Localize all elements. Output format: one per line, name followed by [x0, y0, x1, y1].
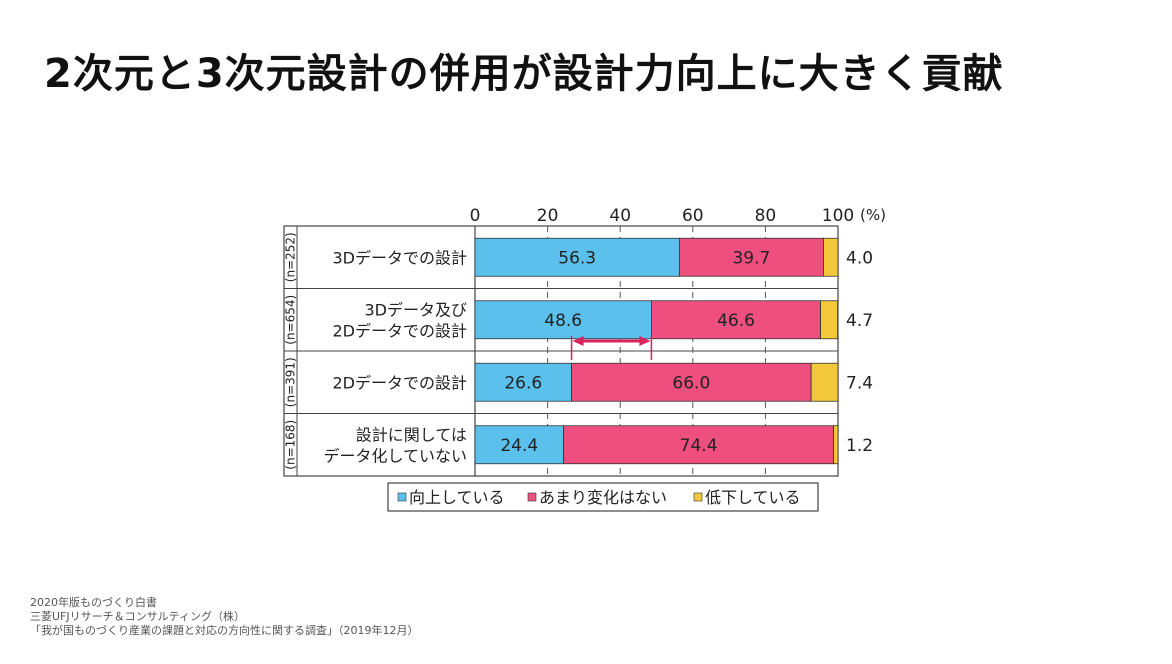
category-label: 2Dデータでの設計 — [332, 373, 467, 392]
data-label: 48.6 — [544, 311, 582, 331]
bar-segment — [820, 300, 839, 340]
x-tick-label: 0 — [470, 206, 481, 226]
bar-segment — [563, 425, 835, 465]
category-label: 2Dデータでの設計 — [332, 321, 467, 340]
legend-swatch — [397, 492, 407, 502]
x-tick-label: 60 — [682, 206, 704, 226]
data-label: 26.6 — [504, 373, 542, 393]
bar-segment — [810, 362, 839, 402]
bar-segment — [651, 300, 821, 340]
x-unit-label: (%) — [860, 206, 886, 224]
annotation-arrow-head-right — [639, 336, 651, 346]
legend-swatch — [693, 492, 703, 502]
source-line-2: 三菱UFJリサーチ＆コンサルティング（株） — [30, 610, 245, 623]
bar-segment — [571, 362, 812, 402]
bar-segment — [833, 425, 839, 465]
source-footer: 2020年版ものづくり白書 三菱UFJリサーチ＆コンサルティング（株） 「我が国… — [30, 596, 419, 638]
x-tick-label: 80 — [755, 206, 777, 226]
bar-segment — [474, 425, 564, 465]
legend-swatch — [527, 492, 537, 502]
category-label: 3Dデータでの設計 — [332, 248, 467, 267]
data-label: 4.0 — [846, 248, 873, 268]
annotation-arrow-head-left — [572, 336, 584, 346]
legend-box — [387, 482, 819, 512]
source-line-3: 「我が国ものづくり産業の課題と対応の方向性に関する調査」（2019年12月） — [30, 624, 419, 637]
n-label: (n=168) — [284, 420, 298, 470]
x-tick-label: 40 — [609, 206, 631, 226]
category-label: データ化していない — [323, 446, 467, 465]
data-label: 7.4 — [846, 373, 873, 393]
slide-title: 2次元と3次元設計の併用が設計力向上に大きく貢献 — [44, 51, 1004, 97]
data-label: 4.7 — [846, 311, 873, 331]
data-label: 24.4 — [500, 436, 538, 456]
x-tick-label: 20 — [537, 206, 559, 226]
data-label: 74.4 — [680, 436, 718, 456]
data-label: 56.3 — [558, 248, 596, 268]
data-label: 39.7 — [732, 248, 770, 268]
legend-label: 向上している — [409, 488, 505, 507]
n-label: (n=391) — [284, 357, 298, 407]
category-label: 3Dデータ及び — [364, 300, 467, 319]
bar-segment — [823, 237, 839, 277]
legend-label: 低下している — [705, 488, 801, 507]
data-label: 66.0 — [672, 373, 710, 393]
data-label: 46.6 — [717, 311, 755, 331]
category-label: 設計に関しては — [356, 425, 467, 444]
source-line-1: 2020年版ものづくり白書 — [30, 596, 157, 609]
x-tick-label: 100 — [822, 206, 854, 226]
bar-segment — [678, 237, 824, 277]
n-label: (n=252) — [284, 232, 298, 282]
bar-segment — [474, 237, 680, 277]
legend-label: あまり変化はない — [539, 488, 667, 507]
n-label: (n=654) — [284, 295, 298, 345]
bar-segment — [474, 362, 572, 402]
data-label: 1.2 — [846, 436, 873, 456]
